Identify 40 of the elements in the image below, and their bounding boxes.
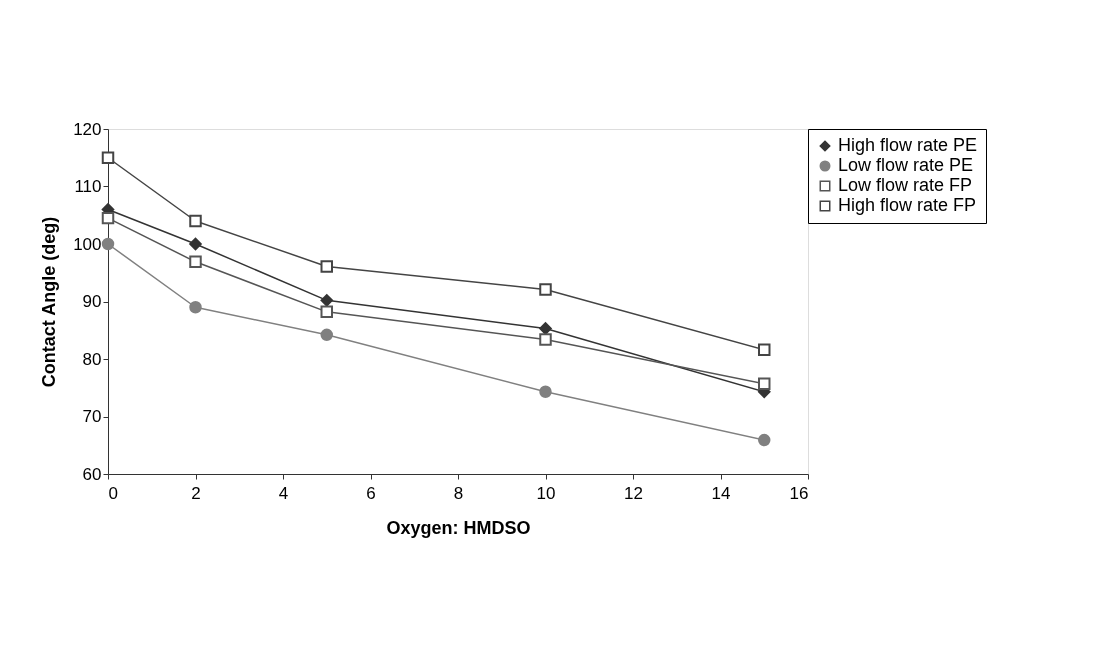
x-tick-label: 10 — [536, 483, 556, 503]
x-tick-label: 12 — [624, 483, 643, 503]
legend-label: High flow rate PE — [838, 135, 978, 155]
x-tick-label: 4 — [278, 483, 289, 503]
x-tick-label: 0 — [108, 483, 118, 503]
point — [189, 255, 202, 269]
point — [189, 237, 202, 251]
y-tick-label: 70 — [82, 407, 102, 426]
point — [189, 301, 202, 314]
x-tick-label: 14 — [711, 483, 731, 503]
point — [539, 322, 552, 335]
x-tick-label: 6 — [366, 483, 376, 503]
point — [320, 328, 333, 342]
x-axis-title: Oxygen: HMDSO — [386, 517, 531, 538]
point — [189, 214, 202, 228]
y-tick-label: 110 — [74, 177, 102, 196]
y-axis-title: Contact Angle (deg) — [39, 216, 60, 388]
point — [758, 377, 771, 390]
point — [101, 211, 115, 225]
point — [101, 151, 115, 164]
x-tick-label: 2 — [191, 483, 201, 503]
legend-label: High flow rate FP — [838, 195, 977, 215]
point — [758, 343, 771, 357]
point — [101, 237, 115, 251]
point — [758, 433, 771, 447]
y-tick-label: 60 — [82, 464, 102, 484]
y-tick-label: 100 — [73, 234, 102, 254]
legend-label: Low flow rate PE — [838, 155, 974, 175]
y-tick-label: 90 — [82, 292, 102, 311]
y-tick-label: 80 — [82, 349, 102, 369]
point — [539, 283, 552, 296]
x-tick-label: 16 — [789, 483, 809, 503]
y-tick-label: 120 — [73, 119, 102, 139]
point — [320, 294, 333, 307]
legend-label: Low flow rate FP — [838, 175, 973, 195]
point — [539, 333, 552, 346]
point — [320, 260, 333, 273]
x-tick-label: 8 — [453, 483, 464, 503]
point — [539, 385, 552, 399]
point — [320, 305, 333, 319]
